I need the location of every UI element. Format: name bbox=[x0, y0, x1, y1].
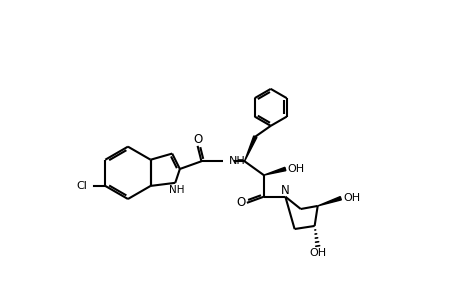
Text: OH: OH bbox=[309, 248, 326, 258]
Polygon shape bbox=[244, 136, 257, 161]
Text: OH: OH bbox=[343, 193, 360, 203]
Text: Cl: Cl bbox=[76, 181, 87, 191]
Text: O: O bbox=[193, 133, 202, 146]
Text: NH: NH bbox=[229, 156, 246, 165]
Polygon shape bbox=[264, 167, 286, 175]
Text: N: N bbox=[281, 184, 290, 197]
Text: O: O bbox=[236, 196, 245, 209]
Text: NH: NH bbox=[169, 185, 185, 195]
Polygon shape bbox=[318, 197, 341, 206]
Text: OH: OH bbox=[287, 164, 305, 174]
